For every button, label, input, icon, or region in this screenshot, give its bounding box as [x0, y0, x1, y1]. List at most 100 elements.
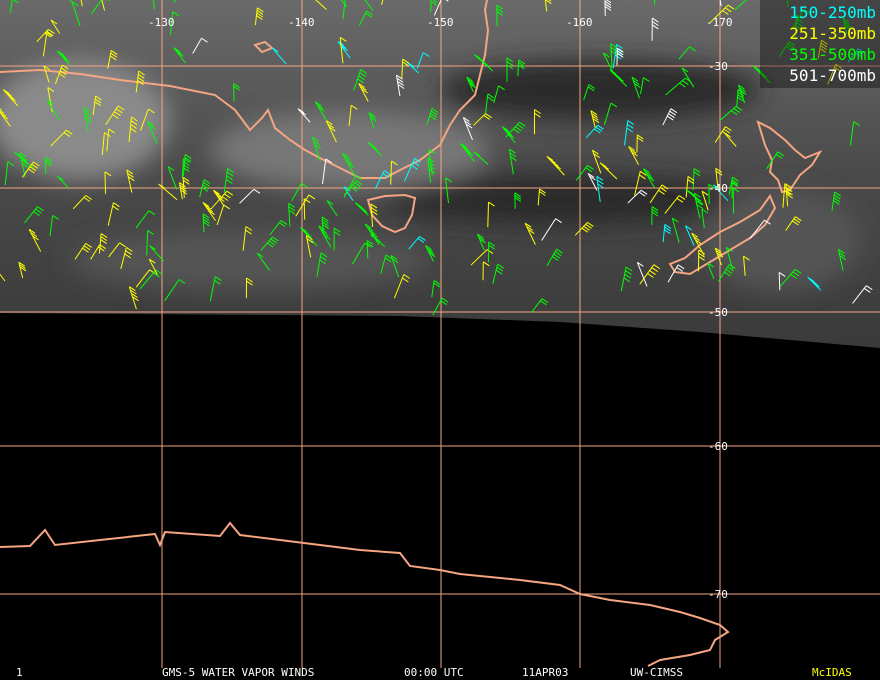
- wind-barb: [426, 108, 439, 125]
- wind-barb: [83, 107, 92, 132]
- legend: 150-250mb 251-350mb 351-500mb 501-700mb: [789, 3, 876, 85]
- wind-barb: [827, 63, 842, 85]
- wind-barb: [651, 17, 659, 41]
- wind-barb: [71, 1, 81, 27]
- wind-barb: [627, 189, 648, 204]
- longitude-label: -160: [566, 16, 593, 29]
- new-zealand-south: [668, 193, 777, 276]
- kangaroo-island: [253, 40, 274, 54]
- wind-barb: [432, 297, 449, 316]
- wind-barb: [531, 298, 549, 313]
- wind-barb: [45, 156, 52, 175]
- wind-barb: [344, 180, 363, 196]
- wind-barb: [46, 99, 60, 121]
- wind-barb: [620, 266, 633, 292]
- wind-barb: [57, 175, 70, 189]
- wind-barb: [326, 200, 338, 217]
- wind-barb: [36, 28, 55, 43]
- time: 00:00 UTC: [404, 666, 464, 679]
- wind-barb: [501, 126, 516, 144]
- wind-barb: [847, 48, 865, 63]
- latitude-label: -60: [708, 440, 728, 453]
- wind-barb: [322, 158, 333, 184]
- wind-barb: [691, 232, 705, 256]
- wind-barb: [616, 47, 624, 66]
- longitude-label: -150: [427, 16, 454, 29]
- wind-barb: [485, 93, 495, 115]
- wind-barb: [14, 151, 35, 170]
- wind-barb: [524, 222, 536, 245]
- wind-barb: [737, 84, 747, 104]
- wind-barb: [786, 0, 789, 7]
- wind-barb: [664, 195, 686, 214]
- wind-barb: [303, 198, 311, 220]
- wind-barb: [752, 65, 771, 84]
- wind-barb: [239, 188, 261, 204]
- wind-barb: [785, 216, 802, 231]
- wind-barb: [50, 19, 61, 34]
- wind-barb: [321, 216, 329, 235]
- axis-labels: -130 -140 -150 -160 -170 -30 -40 -50 -60 -70: [148, 16, 733, 601]
- wind-barb: [574, 221, 594, 236]
- wind-barb: [476, 233, 486, 251]
- wind-barb: [158, 183, 178, 201]
- frame-number: 1: [16, 666, 23, 679]
- wind-barb: [364, 0, 374, 11]
- wind-barb: [852, 285, 873, 304]
- wind-barb: [380, 254, 393, 274]
- wind-barb: [831, 191, 841, 212]
- wind-barb: [295, 194, 316, 217]
- wind-barb: [107, 49, 118, 69]
- wind-barb: [212, 189, 225, 207]
- wind-barb: [544, 0, 552, 12]
- wind-barb: [245, 277, 253, 299]
- wind-barb: [146, 229, 154, 256]
- wind-barb: [671, 217, 680, 243]
- wind-barb: [358, 83, 369, 102]
- wind-barb: [340, 0, 348, 8]
- antarctica-coast: [0, 521, 730, 667]
- wind-barb: [305, 235, 314, 258]
- wind-barb: [50, 129, 73, 147]
- wind-barb: [636, 134, 644, 153]
- wind-barb: [43, 65, 51, 83]
- wind-barb: [260, 236, 279, 252]
- wind-barb: [662, 108, 678, 126]
- wind-barb: [170, 11, 180, 36]
- wind-barb: [707, 262, 715, 280]
- wind-barb: [837, 248, 846, 271]
- wind-barb: [104, 171, 112, 194]
- wind-barb: [2, 89, 19, 107]
- wind-barb: [505, 121, 526, 138]
- wind-barb: [396, 74, 405, 96]
- wind-barb: [72, 195, 93, 210]
- latitude-label: -70: [708, 588, 728, 601]
- wind-barb: [492, 263, 504, 284]
- wind-barb: [587, 172, 598, 191]
- wind-barb: [368, 112, 377, 130]
- wind-barb: [546, 248, 563, 266]
- wind-barb: [603, 102, 618, 125]
- wind-barb: [590, 110, 600, 129]
- wind-barb: [354, 202, 369, 216]
- wind-barb: [167, 166, 178, 190]
- wind-barb: [719, 0, 722, 7]
- wind-barb: [416, 52, 430, 69]
- wind-barb: [9, 0, 19, 13]
- wind-barb: [470, 249, 494, 266]
- wind-barb: [74, 242, 92, 260]
- wind-barb: [425, 245, 436, 262]
- wind-barb: [24, 206, 44, 224]
- wind-barb: [101, 132, 111, 155]
- wind-barb: [665, 77, 692, 96]
- wind-barb: [291, 182, 308, 202]
- wind-barb: [105, 105, 125, 126]
- wind-barb: [708, 183, 716, 205]
- wind-barb: [199, 179, 211, 198]
- wind-barb: [715, 167, 723, 188]
- wind-barb: [393, 274, 411, 299]
- wind-barb: [202, 201, 216, 221]
- latitude-label: -40: [708, 182, 728, 195]
- wind-barb: [367, 141, 383, 157]
